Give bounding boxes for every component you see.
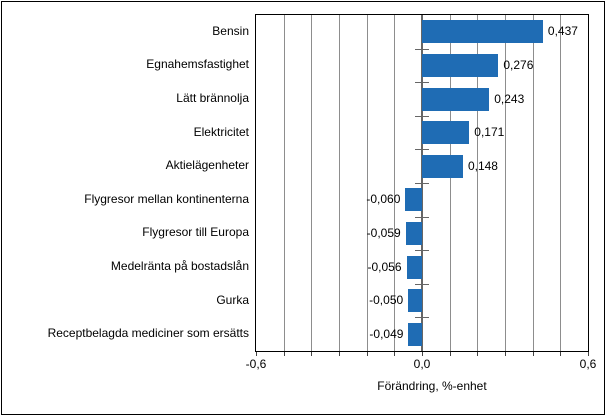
- category-label: Lätt brännolja: [176, 90, 249, 105]
- x-axis-tick: [311, 352, 313, 356]
- x-axis-tick: [477, 352, 479, 356]
- value-label: 0,148: [467, 158, 498, 173]
- gridline: [366, 15, 368, 351]
- category-axis-tick: [415, 82, 429, 84]
- x-axis-tick: [256, 352, 257, 356]
- value-label: -0,049: [369, 326, 404, 341]
- value-label: 0,171: [474, 125, 505, 140]
- x-axis-tick: [339, 352, 340, 356]
- category-label: Receptbelagda mediciner som ersätts: [47, 326, 249, 341]
- gridline: [532, 15, 534, 351]
- category-axis-tick: [415, 250, 429, 252]
- gridline: [283, 15, 285, 351]
- bar: [422, 87, 490, 111]
- category-axis-tick: [415, 216, 429, 218]
- value-label: -0,050: [369, 293, 404, 308]
- bar: [408, 289, 422, 313]
- bar: [422, 20, 543, 44]
- category-label: Gurka: [216, 292, 249, 307]
- value-label: -0,056: [367, 259, 402, 274]
- x-axis-tick: [532, 352, 534, 356]
- category-axis-tick: [415, 317, 429, 319]
- category-axis-tick: [415, 115, 429, 117]
- bar: [422, 121, 470, 145]
- category-label: Aktielägenheter: [165, 158, 249, 173]
- gridline: [311, 15, 313, 351]
- bar: [408, 322, 422, 346]
- category-axis-tick: [415, 283, 429, 285]
- x-axis-tick: [449, 352, 451, 356]
- bar: [422, 154, 463, 178]
- category-label: Egnahemsfastighet: [146, 57, 249, 72]
- bar: [406, 255, 422, 279]
- value-label: 0,276: [503, 57, 534, 72]
- x-axis-tick: [366, 352, 368, 356]
- value-label: 0,437: [547, 24, 578, 39]
- bar: [405, 221, 422, 245]
- category-label: Flygresor till Europa: [142, 225, 249, 240]
- x-axis-tick: [394, 352, 396, 356]
- category-axis-tick: [415, 48, 429, 50]
- bar: [405, 188, 422, 212]
- x-axis-title: Förändring, %-enhet: [377, 379, 487, 393]
- x-axis-tick: [422, 352, 423, 356]
- x-axis-tick: [588, 352, 589, 356]
- value-label: -0,059: [366, 225, 401, 240]
- category-label: Bensin: [212, 23, 249, 38]
- x-axis-tick-label: 0,6: [579, 357, 597, 371]
- plot-area: 0,437 0,276 0,243 0,171 0,148 -0,060 -0,059 -0,…: [255, 14, 589, 352]
- value-label: -0,060: [366, 192, 401, 207]
- gridline: [477, 15, 479, 351]
- gridline: [505, 15, 506, 351]
- category-label: Flygresor mellan kontinenterna: [84, 191, 249, 206]
- gridline: [449, 15, 451, 351]
- x-axis-tick-label: -0,6: [245, 357, 267, 371]
- category-axis-tick: [415, 183, 429, 184]
- x-axis-tick-label: 0,0: [413, 357, 431, 371]
- x-axis-tick: [560, 352, 562, 356]
- gridline: [339, 15, 340, 351]
- x-axis-tick: [283, 352, 285, 356]
- category-label: Elektricitet: [193, 124, 249, 139]
- gridline: [560, 15, 562, 351]
- gridline: [394, 15, 396, 351]
- category-axis-tick: [415, 149, 429, 151]
- x-axis-tick: [505, 352, 506, 356]
- value-label: 0,243: [494, 91, 525, 106]
- bar: [422, 53, 499, 77]
- category-label: Medelränta på bostadslån: [110, 258, 249, 273]
